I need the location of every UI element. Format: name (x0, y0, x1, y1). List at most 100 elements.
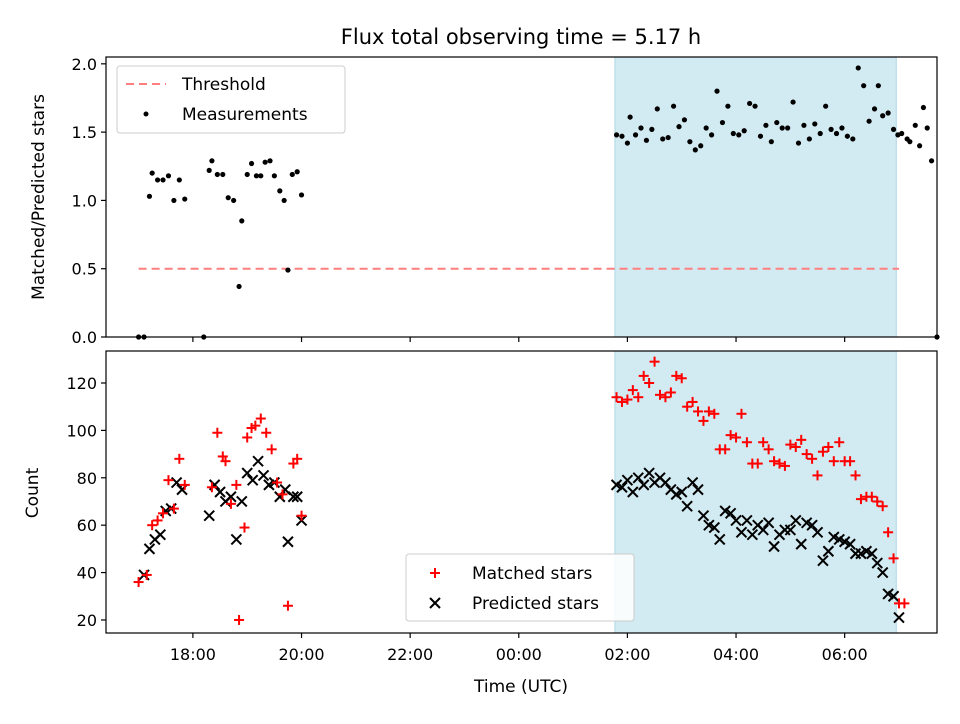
predicted-star-point (282, 536, 294, 548)
ratio-legend: Threshold Measurements (116, 65, 346, 134)
measurement-point (649, 126, 655, 132)
measurement-point (823, 103, 829, 109)
measurement-point (171, 197, 177, 204)
measurement-point (890, 126, 897, 132)
matched-star-point (709, 408, 720, 419)
predicted-star-point (893, 611, 905, 624)
measurement-point (281, 197, 287, 204)
measurement-point (632, 132, 639, 138)
count-y-axis-label: Count (23, 467, 43, 518)
matched-star-point (888, 553, 899, 564)
matched-star-point (638, 370, 649, 381)
matched-star-point (807, 453, 818, 464)
predicted-star-point (795, 538, 807, 550)
predicted-star-point (697, 509, 710, 522)
matched-star-point (627, 385, 638, 396)
measurement-point (613, 132, 620, 138)
predicted-star-point (735, 526, 748, 538)
measurements-legend-swatch (143, 111, 149, 117)
measurement-point (209, 158, 215, 164)
predicted-star-point (230, 533, 243, 546)
matched-star-point (234, 614, 245, 625)
ratio-panel-frame (105, 56, 938, 338)
matched-star-point (823, 441, 834, 452)
matched-star-point (179, 479, 190, 490)
measurement-point (899, 130, 905, 137)
predicted-star-point (741, 514, 753, 527)
measurement-point (880, 113, 886, 119)
matched-star-point (611, 392, 622, 403)
matched-star-point (758, 437, 769, 448)
matched-star-point (812, 470, 823, 481)
measurement-point (871, 106, 878, 112)
x-tick-label: 04:00 (713, 645, 759, 664)
matched-star-point (147, 520, 158, 531)
chart-title: Flux total observing time = 5.17 h (341, 25, 701, 49)
predicted-star-point (757, 524, 769, 536)
measurement-point (736, 132, 742, 138)
matched-star-point (790, 441, 801, 452)
measurement-point (747, 100, 753, 107)
matched-star-point (845, 456, 856, 467)
predicted-star-point (225, 491, 237, 503)
matched-star-point (725, 430, 736, 441)
measurement-point (779, 125, 785, 131)
measurement-point (258, 173, 264, 179)
measurement-point (687, 139, 693, 145)
ratio-y-tick-label: 0.5 (72, 260, 97, 279)
measurement-point (924, 125, 930, 131)
count-y-tick-label: 60 (77, 516, 97, 535)
threshold-legend-label: Threshold (181, 75, 266, 95)
measurement-point (795, 140, 802, 146)
measurement-point (752, 103, 758, 109)
measurement-point (785, 125, 791, 131)
predicted-star-point (252, 455, 264, 467)
matched-star-point (250, 420, 261, 431)
matched-star-point (649, 356, 660, 367)
matched-star-point (239, 522, 250, 533)
measurement-point (654, 106, 660, 112)
predicted-star-point (708, 521, 721, 534)
predicted-star-point (154, 528, 167, 541)
measurement-point (844, 133, 850, 139)
predicted-star-point (686, 476, 699, 489)
predicted-star-point (632, 472, 644, 484)
predicted-star-point (236, 495, 248, 508)
count-y-tick-label: 40 (77, 564, 97, 583)
matched-star-point (698, 415, 709, 426)
matched-star-point (736, 408, 747, 419)
measurement-point (692, 147, 698, 153)
predicted-legend-marker (429, 597, 441, 609)
predicted-star-point (746, 528, 759, 541)
measurements-legend-label: Measurements (182, 105, 308, 125)
measurement-point (790, 99, 796, 105)
measurement-point (855, 65, 861, 71)
matched-star-point (731, 432, 742, 443)
matched-star-point (752, 458, 763, 469)
matched-star-point (655, 389, 665, 400)
predicted-star-point (241, 467, 253, 479)
predicted-star-point (643, 467, 655, 479)
matched-star-point (828, 456, 839, 467)
measurement-point (660, 136, 666, 142)
measurement-point (812, 121, 818, 127)
predicted-star-point (811, 526, 824, 538)
matched-star-point (206, 482, 217, 493)
count-y-tick-label: 20 (77, 611, 97, 630)
matched-star-point (763, 444, 774, 455)
measurement-point (165, 173, 172, 179)
measurement-point (763, 122, 769, 128)
measurement-point (861, 83, 867, 89)
matched-star-point (242, 432, 253, 443)
matched-star-point (616, 396, 627, 407)
measurement-point (839, 125, 845, 131)
ratio-y-tick-label: 0.0 (72, 328, 97, 347)
measurement-point (643, 137, 650, 143)
matched-star-point (720, 444, 731, 455)
predicted-star-point (784, 524, 797, 536)
matched-star-point (779, 460, 790, 471)
matched-star-point (796, 434, 807, 445)
matched-star-point (671, 370, 682, 381)
matched-star-point (693, 406, 704, 417)
count-legend: Matched stars Predicted stars (405, 553, 635, 622)
